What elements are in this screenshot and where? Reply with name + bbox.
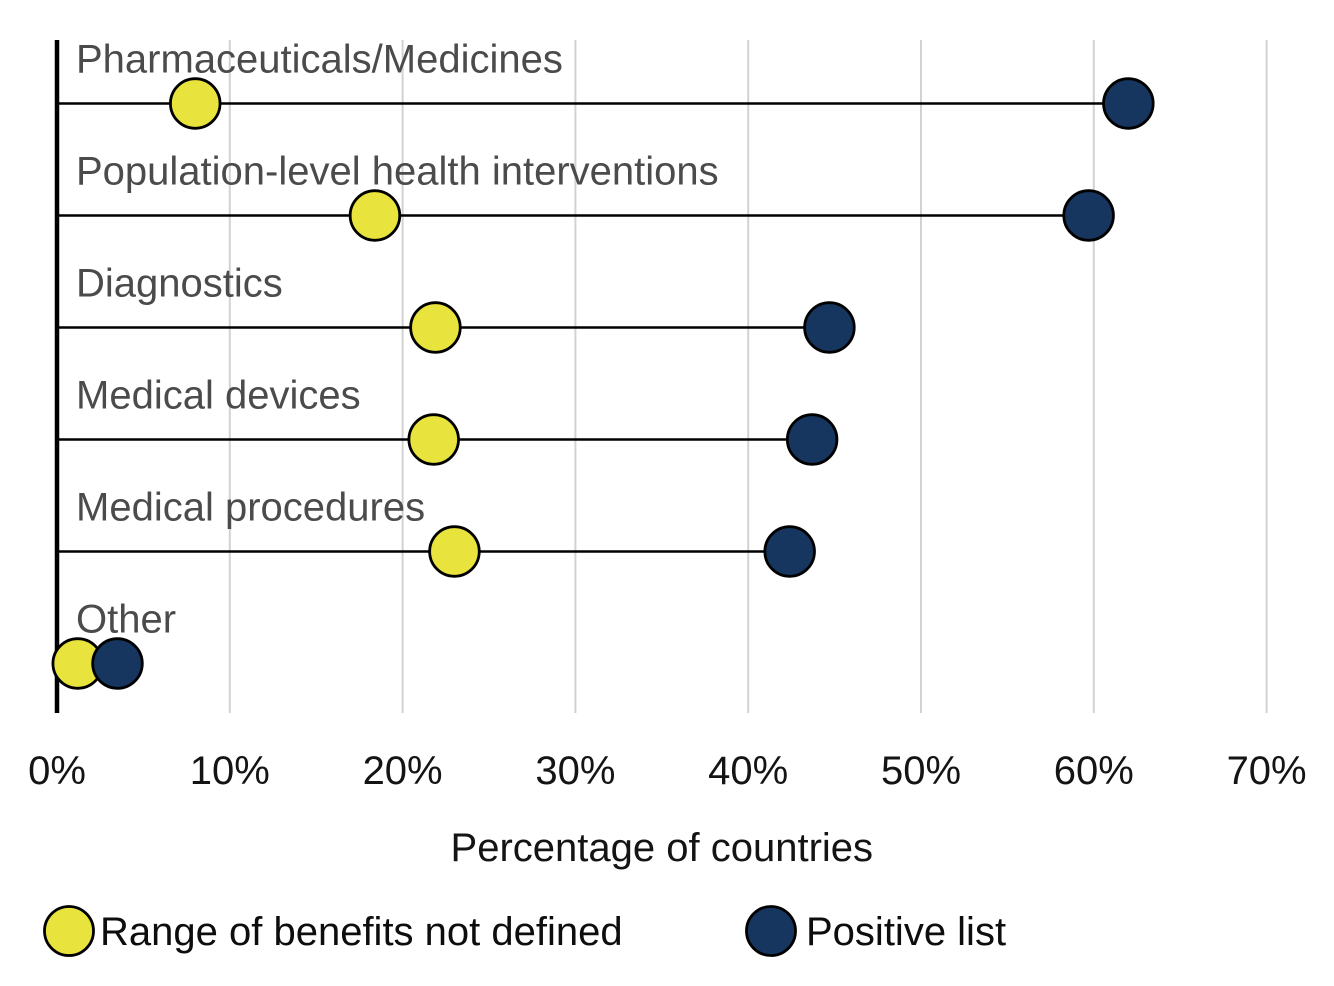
positive-list-marker	[763, 525, 816, 578]
legend-swatch-range-of-benefits-not-defined	[43, 905, 95, 957]
positive-list-marker	[803, 301, 856, 354]
positive-list-marker	[785, 413, 839, 466]
x-tick-label: 50%	[881, 749, 961, 793]
category-label-medical-procedures: Medical procedures	[76, 486, 425, 530]
range-of-benefits-not-defined-marker	[407, 413, 460, 466]
positive-list-marker	[91, 637, 144, 690]
category-label-other: Other	[76, 598, 176, 642]
x-tick-label: 10%	[190, 749, 270, 793]
positive-list-marker	[1062, 189, 1115, 242]
x-tick-label: 70%	[1227, 749, 1307, 793]
x-tick-label: 60%	[1054, 749, 1134, 793]
category-label-medical-devices: Medical devices	[76, 374, 361, 418]
range-of-benefits-not-defined-marker	[348, 189, 402, 242]
x-tick-label: 0%	[28, 749, 86, 793]
category-label-population-level-health-interventions: Population-level health interventions	[76, 150, 719, 194]
range-of-benefits-not-defined-marker	[169, 77, 222, 130]
range-of-benefits-not-defined-marker	[409, 301, 462, 354]
x-tick-label: 40%	[708, 749, 788, 793]
gridlines-group	[54, 40, 1268, 713]
legend-label-positive-list: Positive list	[806, 910, 1006, 954]
rows-group: Pharmaceuticals/Medicines Population-leve…	[51, 38, 1155, 690]
legend-group: Range of benefits not defined Positive li…	[43, 905, 1006, 957]
positive-list-marker	[1102, 77, 1155, 130]
range-of-benefits-not-defined-marker	[428, 525, 481, 578]
category-label-diagnostics: Diagnostics	[76, 262, 283, 306]
x-axis-title: Percentage of countries	[451, 826, 873, 870]
x-tick-label: 30%	[535, 749, 615, 793]
category-label-pharmaceuticals-medicines: Pharmaceuticals/Medicines	[76, 38, 563, 82]
legend-swatch-positive-list	[745, 905, 797, 957]
x-axis-group: 0% 10% 20% 30% 40% 50% 60% 70% Percentage of cou…	[28, 749, 1307, 870]
x-tick-label: 20%	[363, 749, 443, 793]
legend-label-range-of-benefits-not-defined: Range of benefits not defined	[100, 910, 623, 954]
